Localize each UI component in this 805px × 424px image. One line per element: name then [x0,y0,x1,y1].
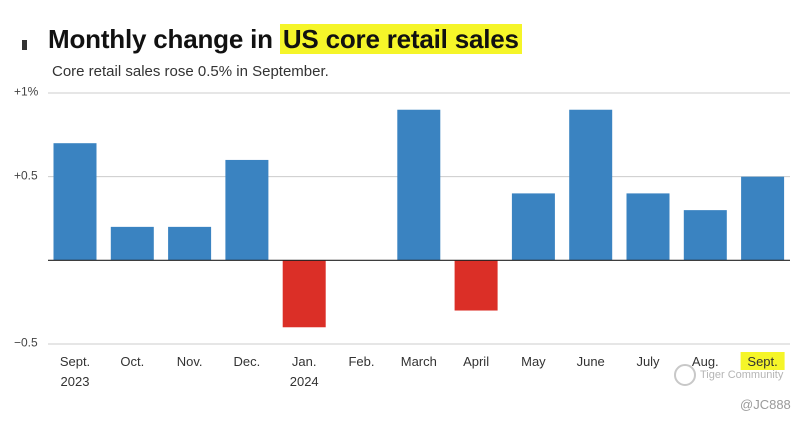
bar [225,159,269,261]
x-tick-label: March [401,354,437,369]
x-tick-label: Aug. [692,354,719,369]
label-highlight [740,352,785,370]
bar [397,109,441,261]
y-tick-label: −0.5 [14,336,38,350]
author-handle: @JC888 [740,397,791,412]
bar [53,143,97,261]
x-tick-label: Nov. [177,354,203,369]
x-tick-label: Oct. [120,354,144,369]
bar [569,109,613,261]
bar [683,210,727,261]
title-prefix: Monthly change in [48,24,280,54]
x-tick-label: Sept. [60,354,90,369]
watermark-text: Tiger Community [700,368,784,381]
chart-subtitle: Core retail sales rose 0.5% in September… [52,63,329,80]
title-highlight: US core retail sales [279,24,522,54]
x-tick-label: Dec. [234,354,261,369]
watermark: Tiger Community [674,364,783,386]
x-tick-label: May [521,354,546,369]
bar [168,226,212,261]
tiger-logo-icon [674,364,696,386]
x-tick-sublabel: 2024 [290,374,319,389]
x-tick-label: Jan. [292,354,317,369]
title-accent-mark [22,40,27,50]
bar [741,176,785,261]
y-tick-label: +1% [14,85,39,99]
bar [282,260,326,328]
bar [511,193,555,261]
x-tick-label: Sept. [747,354,777,369]
x-tick-label: April [463,354,489,369]
x-tick-sublabel: 2023 [61,374,90,389]
y-tick-label: +0.5 [14,168,38,182]
x-tick-label: July [636,354,660,369]
x-tick-label: Feb. [348,354,374,369]
x-tick-label: June [577,354,605,369]
bar [454,260,498,311]
bar [110,226,154,261]
bar [626,193,670,261]
chart-title: Monthly change in US core retail sales [48,24,522,55]
